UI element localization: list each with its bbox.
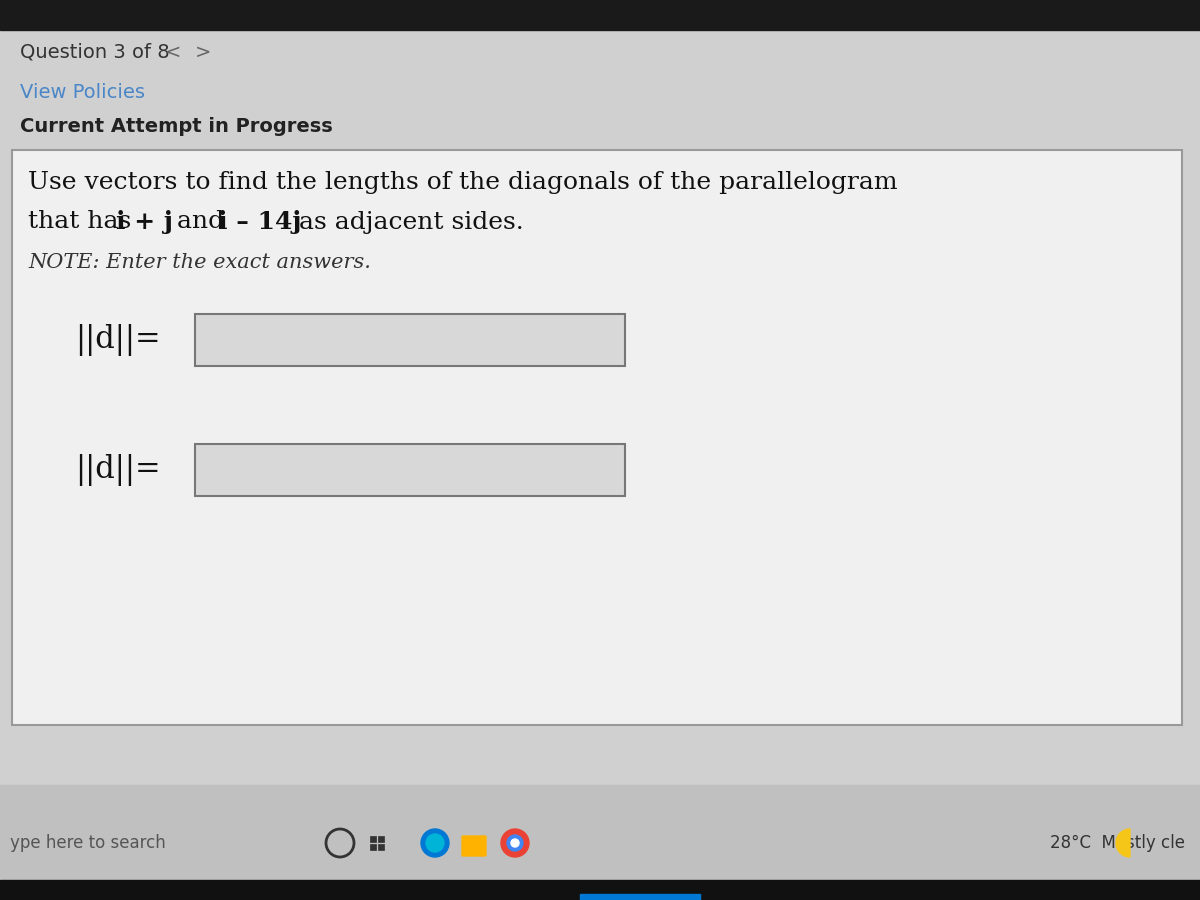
Bar bbox=[194, 444, 625, 496]
Bar bbox=[378, 844, 384, 850]
Bar bbox=[0, 785, 1200, 900]
Text: Current Attempt in Progress: Current Attempt in Progress bbox=[20, 118, 332, 137]
Bar bbox=[0, 785, 1200, 900]
Text: ||d||=: ||d||= bbox=[74, 324, 161, 356]
Bar bbox=[0, 880, 1200, 900]
FancyBboxPatch shape bbox=[462, 836, 486, 856]
Bar bbox=[370, 836, 376, 842]
Text: >: > bbox=[194, 42, 211, 61]
Text: <: < bbox=[166, 42, 181, 61]
Text: ||d||=: ||d||= bbox=[74, 454, 161, 486]
Bar bbox=[378, 836, 384, 842]
Text: i + j: i + j bbox=[116, 210, 173, 234]
Text: i – 14j: i – 14j bbox=[217, 210, 301, 234]
Circle shape bbox=[508, 835, 523, 851]
Text: View Policies: View Policies bbox=[20, 83, 145, 102]
Circle shape bbox=[502, 829, 529, 857]
Text: Use vectors to find the lengths of the diagonals of the parallelogram: Use vectors to find the lengths of the d… bbox=[28, 170, 898, 194]
Bar bbox=[0, 0, 1200, 30]
Circle shape bbox=[421, 829, 449, 857]
Bar bbox=[370, 844, 376, 850]
Text: as adjacent sides.: as adjacent sides. bbox=[292, 211, 524, 233]
Text: and: and bbox=[169, 211, 232, 233]
Text: that has: that has bbox=[28, 211, 139, 233]
Circle shape bbox=[426, 834, 444, 852]
Circle shape bbox=[511, 839, 520, 847]
Text: 28°C  Mostly cle: 28°C Mostly cle bbox=[1050, 834, 1186, 852]
Text: ype here to search: ype here to search bbox=[10, 834, 166, 852]
Wedge shape bbox=[1116, 829, 1130, 857]
Bar bbox=[12, 150, 1182, 725]
Text: Question 3 of 8: Question 3 of 8 bbox=[20, 42, 169, 61]
Text: NOTE: Enter the exact answers.: NOTE: Enter the exact answers. bbox=[28, 253, 371, 272]
Bar bbox=[580, 894, 700, 900]
Bar bbox=[0, 30, 1200, 785]
Bar bbox=[194, 314, 625, 366]
